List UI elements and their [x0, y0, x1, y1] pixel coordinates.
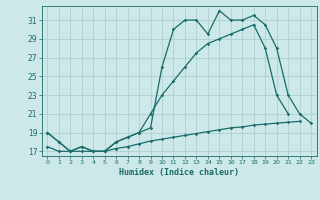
X-axis label: Humidex (Indice chaleur): Humidex (Indice chaleur) [119, 168, 239, 177]
